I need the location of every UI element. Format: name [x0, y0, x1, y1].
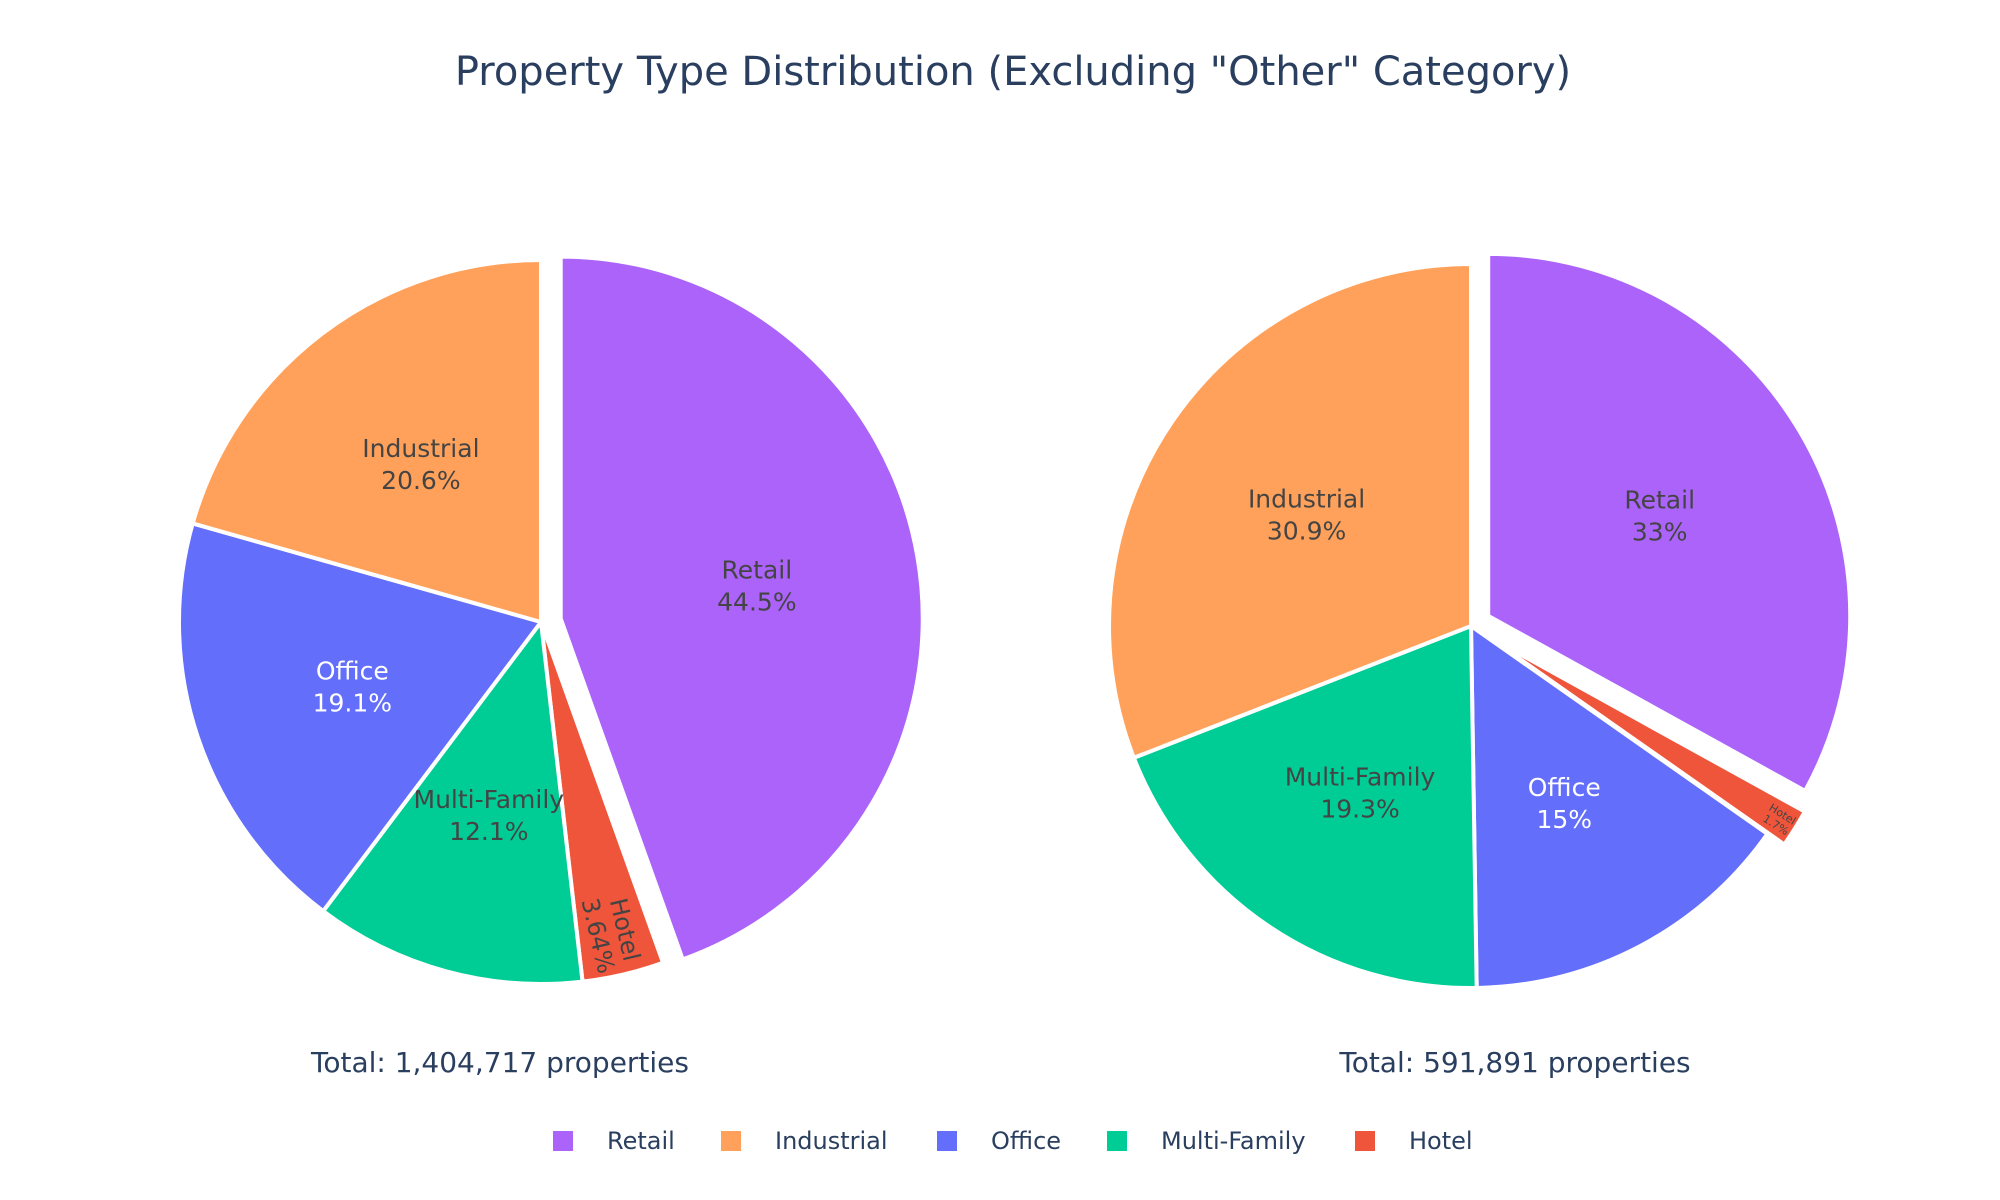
slice-label-name: Retail [1624, 486, 1695, 515]
pie-1-label-retail: Retail 44.5% [717, 556, 796, 617]
legend-label-multi-family: Multi-Family [1161, 1127, 1306, 1155]
pie-2-label-multi-family: Multi-Family 19.3% [1285, 762, 1436, 823]
pie-1-slice-retail[interactable] [558, 254, 925, 962]
legend-label-hotel: Hotel [1409, 1127, 1473, 1155]
pie-2-total-annotation: Total: 591,891 properties [1338, 1046, 1690, 1079]
slice-label-percent: 12.1% [449, 817, 528, 846]
legend: Retail Industrial Office Multi-Family Hotel [553, 1127, 1473, 1155]
slice-label-percent: 33% [1632, 518, 1688, 547]
legend-swatch-office [937, 1131, 957, 1151]
legend-swatch-hotel [1355, 1131, 1375, 1151]
pie-1-total-annotation: Total: 1,404,717 properties [310, 1046, 689, 1079]
slice-label-percent: 19.1% [313, 689, 392, 718]
pie-1-slice-office[interactable] [177, 521, 543, 914]
pie-2-label-office: Office 15% [1528, 773, 1601, 834]
slice-label-name: Retail [722, 556, 793, 585]
legend-label-office: Office [991, 1127, 1061, 1155]
pie-2-slice-office[interactable] [1469, 624, 1770, 990]
pie-2-slice-hotel[interactable] [1485, 634, 1807, 847]
pie-1-slice-multi-family[interactable] [321, 620, 585, 986]
pie-1-label-office: Office 19.1% [313, 657, 392, 718]
slice-label-percent: 20.6% [381, 466, 460, 495]
pie-2-label-industrial: Industrial 30.9% [1248, 485, 1365, 546]
legend-swatch-retail [553, 1131, 573, 1151]
pie-1-label-industrial: Industrial 20.6% [362, 434, 479, 495]
pies-layer: Retail44.5%Hotel3.64%Multi-Family12.1%Of… [177, 251, 1853, 990]
slice-label-percent: 15% [1536, 805, 1592, 834]
pie-1-slice-industrial[interactable] [190, 258, 543, 624]
legend-item-industrial[interactable]: Industrial [721, 1127, 888, 1155]
pie-1-label-multi-family: Multi-Family 12.1% [414, 785, 565, 846]
chart-title: Property Type Distribution (Excluding "O… [455, 49, 1571, 95]
slice-label-percent: 44.5% [717, 588, 796, 617]
legend-item-multi-family[interactable]: Multi-Family [1107, 1127, 1306, 1155]
pie-2-slice-retail[interactable] [1486, 251, 1853, 793]
slice-label-name: Multi-Family [1285, 762, 1436, 791]
legend-item-hotel[interactable]: Hotel [1355, 1127, 1473, 1155]
legend-label-retail: Retail [607, 1127, 675, 1155]
slice-label-name: Industrial [362, 434, 479, 463]
pie-2-slice-multi-family[interactable] [1131, 624, 1479, 990]
slice-label-name: Industrial [1248, 485, 1365, 514]
slice-label-percent: 19.3% [1320, 794, 1399, 823]
slice-label-name: Office [316, 657, 389, 686]
legend-item-retail[interactable]: Retail [553, 1127, 675, 1155]
legend-label-industrial: Industrial [775, 1127, 888, 1155]
pie-2-slice-industrial[interactable] [1107, 262, 1473, 760]
legend-item-office[interactable]: Office [937, 1127, 1061, 1155]
pie-1: Retail44.5%Hotel3.64%Multi-Family12.1%Of… [177, 254, 925, 986]
legend-swatch-multi-family [1107, 1131, 1127, 1151]
slice-label-name: Multi-Family [414, 785, 565, 814]
slice-label-percent: 30.9% [1267, 517, 1346, 546]
legend-swatch-industrial [721, 1131, 741, 1151]
pie-2-label-retail: Retail 33% [1624, 486, 1695, 547]
annotations-layer: Total: 1,404,717 properties Total: 591,89… [310, 1046, 1691, 1079]
pie-2: Retail33%Hotel1.7%Office15%Multi-Family1… [1107, 251, 1853, 990]
slice-label-name: Office [1528, 773, 1601, 802]
